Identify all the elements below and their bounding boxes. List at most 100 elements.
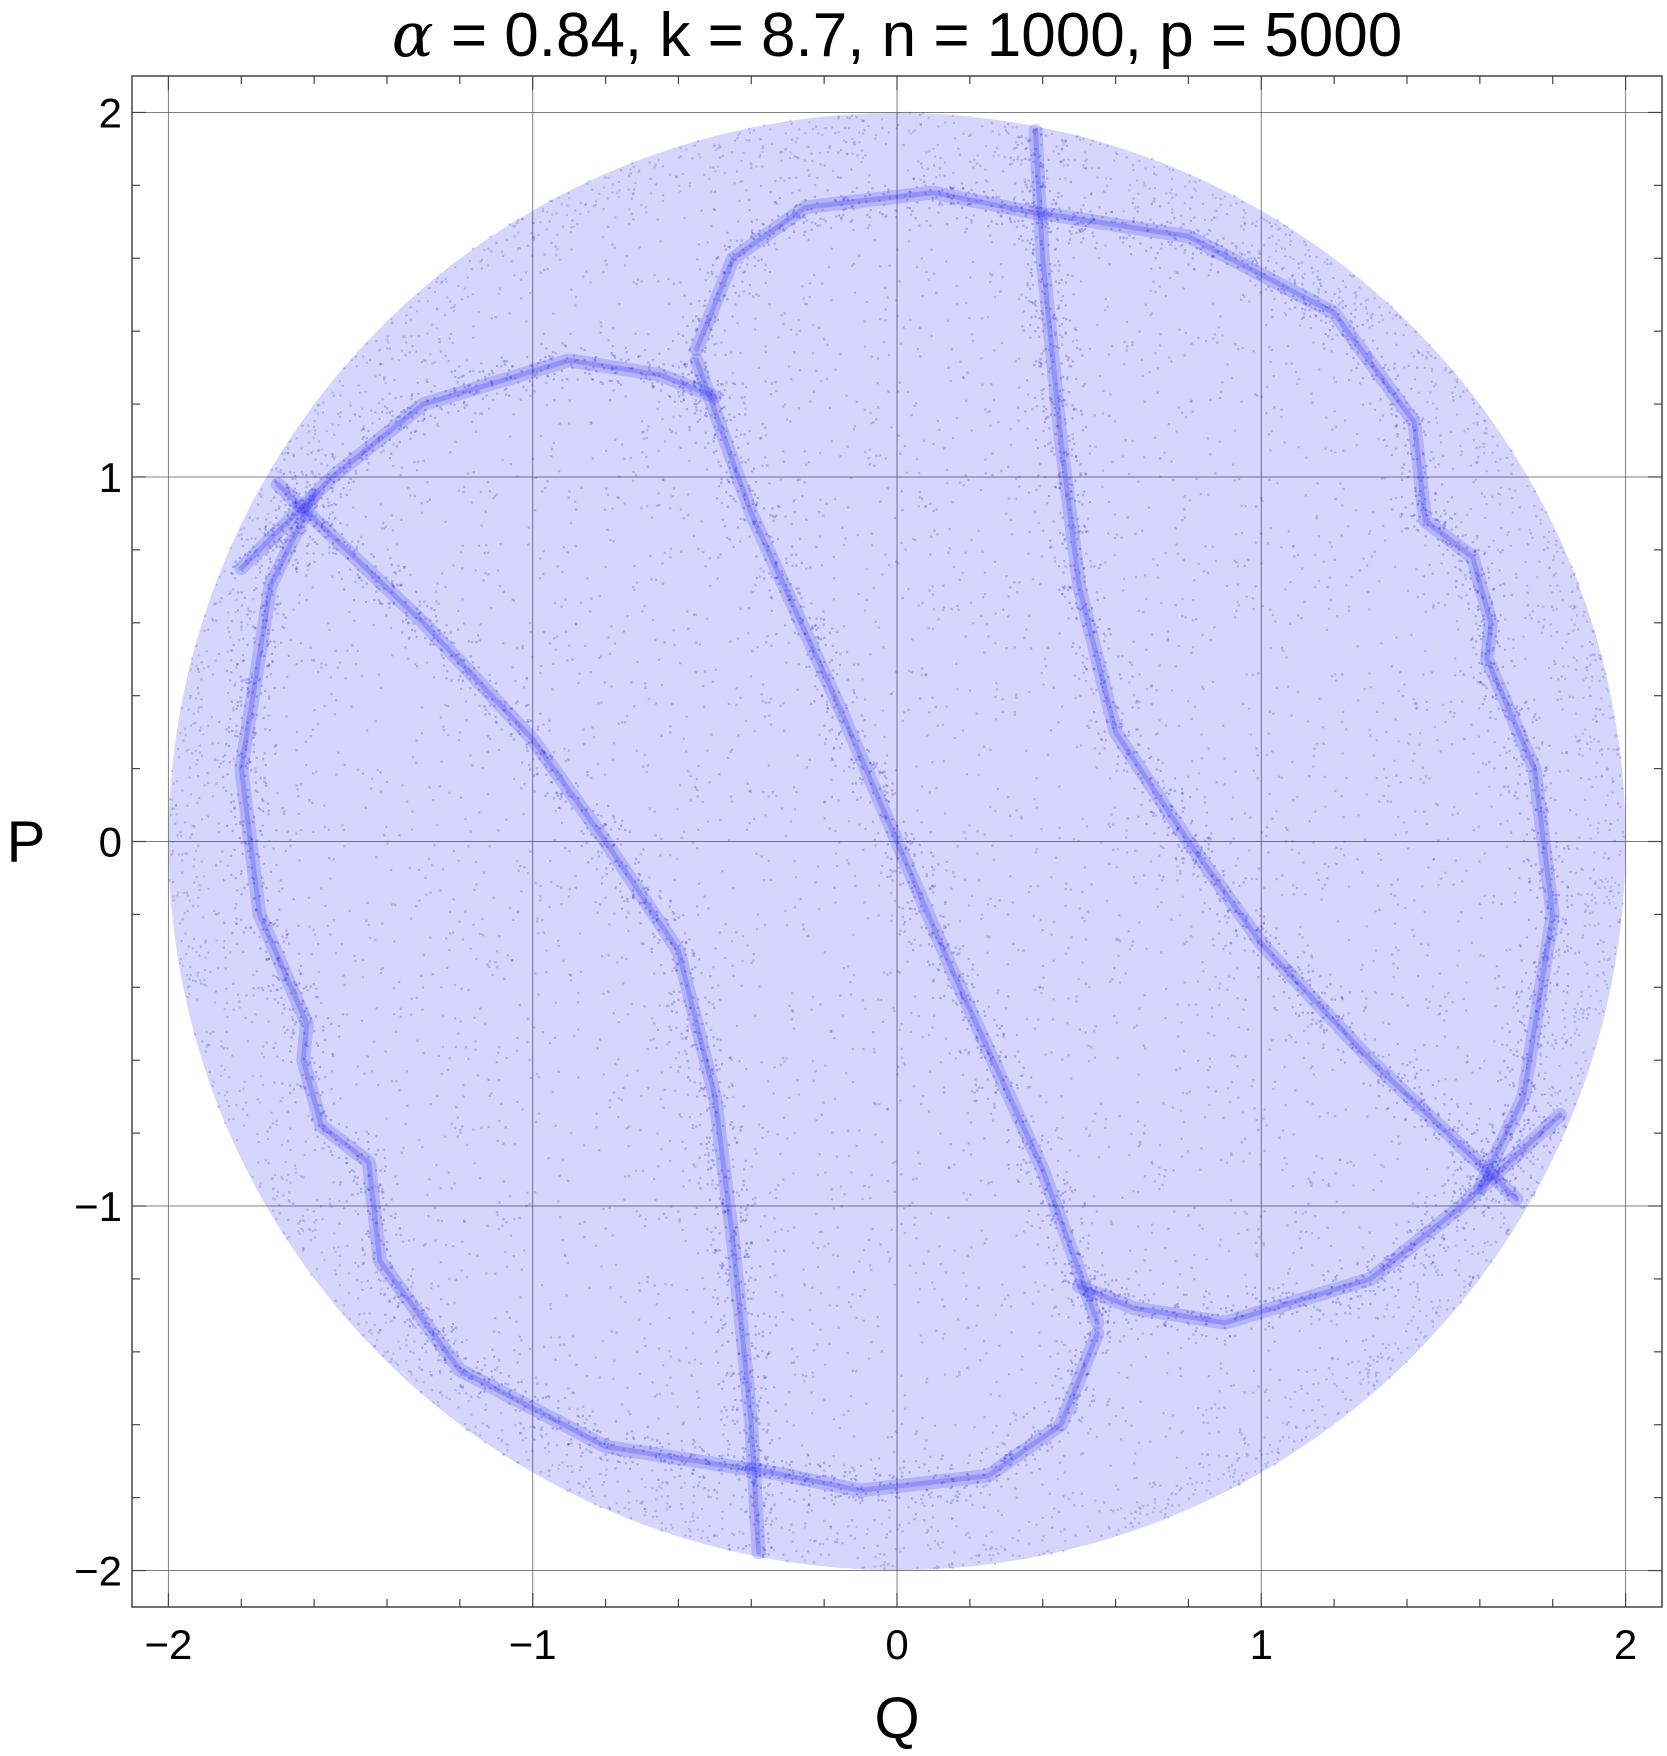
data-point — [727, 702, 731, 705]
data-point — [338, 661, 342, 664]
data-point — [830, 778, 833, 782]
data-point — [1304, 1210, 1307, 1214]
data-point — [496, 569, 500, 572]
data-point — [1047, 415, 1050, 419]
data-point — [1094, 1025, 1097, 1028]
data-point — [890, 692, 894, 695]
data-point — [970, 429, 974, 432]
data-point — [1038, 484, 1041, 488]
data-point — [741, 934, 745, 938]
data-point — [1005, 647, 1008, 650]
data-point — [673, 643, 676, 647]
data-point — [546, 267, 549, 271]
data-point — [899, 1467, 902, 1470]
data-point — [1107, 353, 1111, 356]
data-point — [419, 1390, 423, 1394]
data-point — [283, 812, 286, 816]
data-point — [1010, 210, 1013, 213]
data-point — [1312, 341, 1315, 344]
data-point — [469, 947, 472, 950]
data-point — [654, 834, 657, 837]
data-point — [655, 1393, 658, 1396]
data-point — [899, 929, 902, 932]
data-point — [472, 369, 475, 373]
data-point — [497, 1228, 500, 1231]
data-point — [354, 663, 358, 666]
data-point — [1067, 1297, 1070, 1300]
data-point — [1141, 374, 1144, 378]
data-point — [1221, 334, 1224, 337]
data-point — [694, 671, 697, 674]
data-point — [653, 1284, 656, 1287]
data-point — [194, 979, 197, 983]
data-point — [1254, 1242, 1258, 1245]
data-point — [1280, 776, 1284, 779]
data-point — [701, 684, 705, 688]
data-point — [632, 280, 636, 284]
data-point — [887, 563, 891, 567]
data-point — [178, 922, 182, 925]
data-point — [1048, 214, 1052, 218]
data-point — [616, 496, 620, 499]
data-point — [1285, 828, 1289, 832]
data-point — [604, 487, 608, 490]
data-point — [1126, 817, 1129, 820]
data-point — [1504, 1232, 1508, 1235]
data-point — [761, 700, 764, 703]
data-point — [1601, 668, 1604, 671]
data-point — [1206, 232, 1209, 236]
data-point — [640, 942, 643, 945]
data-point — [379, 1329, 382, 1332]
data-point — [445, 937, 448, 940]
data-point — [1089, 565, 1093, 568]
data-point — [1376, 1355, 1380, 1358]
data-point — [448, 910, 452, 914]
data-point — [642, 942, 645, 946]
data-point — [510, 958, 514, 962]
data-point — [866, 226, 870, 230]
data-point — [458, 1128, 462, 1132]
data-point — [1023, 1265, 1026, 1269]
data-point — [1200, 1147, 1203, 1150]
data-point — [682, 960, 686, 963]
data-point — [442, 728, 446, 732]
data-point — [646, 1275, 649, 1279]
data-point — [1095, 1435, 1099, 1439]
data-point — [588, 610, 592, 613]
data-point — [571, 658, 574, 661]
data-point — [743, 433, 746, 436]
data-point — [1283, 1065, 1286, 1069]
data-point — [326, 924, 330, 928]
data-point — [263, 780, 266, 784]
data-point — [727, 264, 730, 267]
data-point — [1495, 1153, 1498, 1157]
data-point — [1218, 897, 1221, 901]
data-point — [770, 1439, 774, 1442]
data-point — [495, 1061, 499, 1064]
data-point — [1437, 538, 1440, 541]
data-point — [1125, 320, 1129, 324]
data-point — [913, 538, 917, 542]
data-point — [518, 1216, 521, 1220]
data-point — [656, 407, 659, 411]
data-point — [543, 486, 547, 490]
data-point — [640, 431, 644, 434]
data-point — [863, 609, 867, 612]
data-point — [924, 673, 927, 677]
data-point — [958, 153, 962, 157]
data-point — [284, 849, 288, 853]
data-point — [542, 549, 545, 553]
data-point — [1558, 954, 1561, 957]
data-point — [1084, 938, 1088, 941]
data-point — [888, 264, 891, 267]
data-point — [869, 1196, 872, 1200]
data-point — [1175, 1068, 1178, 1072]
data-point — [928, 791, 931, 794]
data-point — [1394, 447, 1398, 451]
data-point — [1040, 300, 1043, 304]
data-point — [1394, 718, 1397, 721]
data-point — [1108, 1423, 1111, 1426]
data-point — [811, 1241, 815, 1245]
data-point — [955, 416, 958, 420]
data-point — [1598, 708, 1601, 711]
